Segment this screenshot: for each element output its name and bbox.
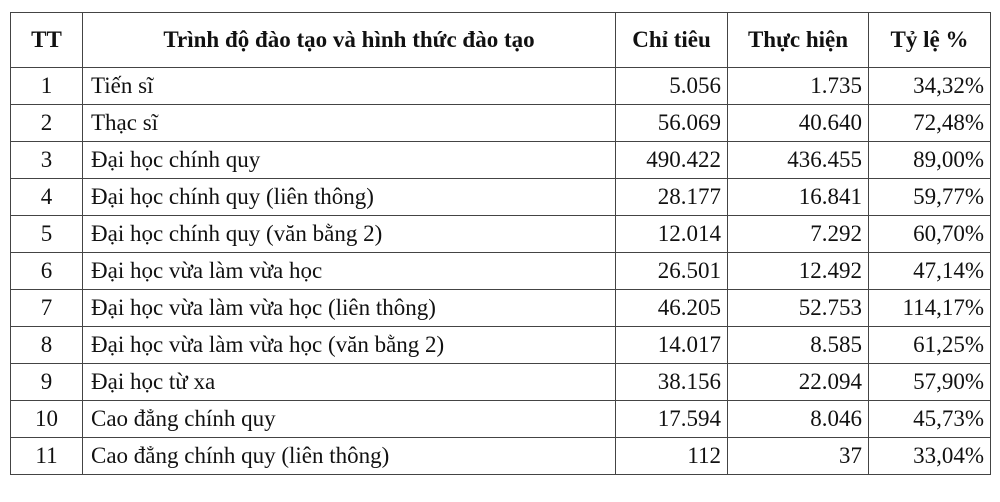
cell-target: 5.056 <box>615 67 728 105</box>
table-row: 8 Đại học vừa làm vừa học (văn bằng 2) 14.… <box>10 326 991 364</box>
cell-target: 26.501 <box>615 252 728 290</box>
cell-program: Cao đẳng chính quy (liên thông) <box>82 437 616 475</box>
cell-tt: 4 <box>10 178 83 216</box>
cell-target: 490.422 <box>615 141 728 179</box>
cell-program: Đại học vừa làm vừa học (liên thông) <box>82 289 616 327</box>
cell-tt: 6 <box>10 252 83 290</box>
cell-target: 12.014 <box>615 215 728 253</box>
cell-actual: 37 <box>727 437 869 475</box>
cell-rate: 57,90% <box>868 363 991 401</box>
cell-rate: 60,70% <box>868 215 991 253</box>
cell-target: 38.156 <box>615 363 728 401</box>
cell-tt: 7 <box>10 289 83 327</box>
table-row: 3 Đại học chính quy 490.422 436.455 89,00% <box>10 141 991 179</box>
table-row: 5 Đại học chính quy (văn bằng 2) 12.014 7.2… <box>10 215 991 253</box>
cell-tt: 5 <box>10 215 83 253</box>
cell-rate: 72,48% <box>868 104 991 142</box>
cell-program: Đại học từ xa <box>82 363 616 401</box>
cell-tt: 3 <box>10 141 83 179</box>
cell-actual: 8.046 <box>727 400 869 438</box>
cell-rate: 89,00% <box>868 141 991 179</box>
cell-target: 112 <box>615 437 728 475</box>
cell-tt: 11 <box>10 437 83 475</box>
cell-tt: 1 <box>10 67 83 105</box>
cell-program: Đại học chính quy <box>82 141 616 179</box>
header-rate: Tỷ lệ % <box>868 12 991 68</box>
cell-rate: 45,73% <box>868 400 991 438</box>
cell-actual: 8.585 <box>727 326 869 364</box>
cell-target: 46.205 <box>615 289 728 327</box>
table-row: 11 Cao đẳng chính quy (liên thông) 112 37 33… <box>10 437 991 475</box>
cell-rate: 34,32% <box>868 67 991 105</box>
cell-program: Đại học chính quy (văn bằng 2) <box>82 215 616 253</box>
cell-rate: 33,04% <box>868 437 991 475</box>
cell-program: Đại học vừa làm vừa học (văn bằng 2) <box>82 326 616 364</box>
header-program: Trình độ đào tạo và hình thức đào tạo <box>82 12 616 68</box>
cell-actual: 40.640 <box>727 104 869 142</box>
table-row: 9 Đại học từ xa 38.156 22.094 57,90% <box>10 363 991 401</box>
cell-tt: 2 <box>10 104 83 142</box>
cell-actual: 52.753 <box>727 289 869 327</box>
header-row: TT Trình độ đào tạo và hình thức đào tạo… <box>10 12 991 68</box>
cell-target: 14.017 <box>615 326 728 364</box>
cell-tt: 8 <box>10 326 83 364</box>
cell-tt: 10 <box>10 400 83 438</box>
table-row: 10 Cao đẳng chính quy 17.594 8.046 45,73% <box>10 400 991 438</box>
cell-program: Đại học chính quy (liên thông) <box>82 178 616 216</box>
header-tt: TT <box>10 12 83 68</box>
cell-actual: 436.455 <box>727 141 869 179</box>
table-row: 2 Thạc sĩ 56.069 40.640 72,48% <box>10 104 991 142</box>
cell-program: Cao đẳng chính quy <box>82 400 616 438</box>
table-row: 7 Đại học vừa làm vừa học (liên thông) 46.… <box>10 289 991 327</box>
table-row: 1 Tiến sĩ 5.056 1.735 34,32% <box>10 67 991 105</box>
cell-rate: 114,17% <box>868 289 991 327</box>
cell-program: Thạc sĩ <box>82 104 616 142</box>
cell-actual: 12.492 <box>727 252 869 290</box>
cell-rate: 47,14% <box>868 252 991 290</box>
cell-target: 28.177 <box>615 178 728 216</box>
training-table: TT Trình độ đào tạo và hình thức đào tạo… <box>10 12 991 475</box>
header-actual: Thực hiện <box>727 12 869 68</box>
cell-target: 17.594 <box>615 400 728 438</box>
cell-actual: 22.094 <box>727 363 869 401</box>
cell-target: 56.069 <box>615 104 728 142</box>
cell-program: Đại học vừa làm vừa học <box>82 252 616 290</box>
header-target: Chỉ tiêu <box>615 12 728 68</box>
cell-actual: 7.292 <box>727 215 869 253</box>
cell-actual: 1.735 <box>727 67 869 105</box>
cell-rate: 61,25% <box>868 326 991 364</box>
cell-tt: 9 <box>10 363 83 401</box>
cell-rate: 59,77% <box>868 178 991 216</box>
table-row: 6 Đại học vừa làm vừa học 26.501 12.492 47,1… <box>10 252 991 290</box>
table-row: 4 Đại học chính quy (liên thông) 28.177 16.… <box>10 178 991 216</box>
cell-program: Tiến sĩ <box>82 67 616 105</box>
cell-actual: 16.841 <box>727 178 869 216</box>
